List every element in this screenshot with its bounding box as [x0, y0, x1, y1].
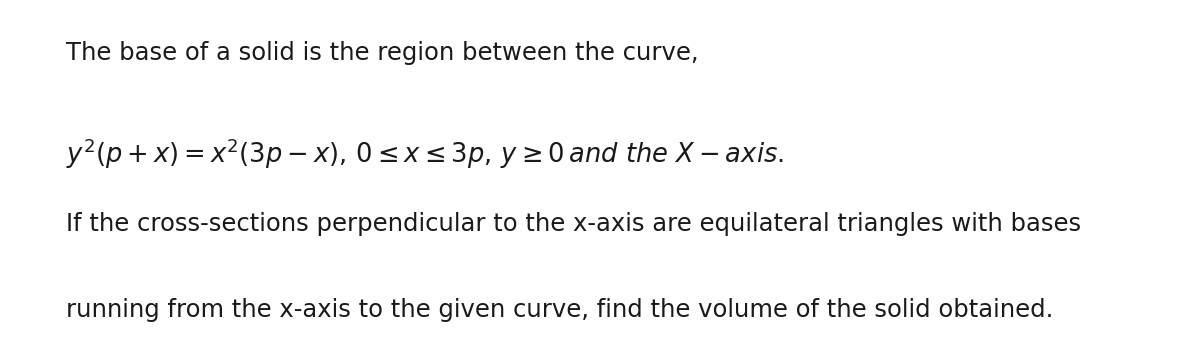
Text: running from the x-axis to the given curve, find the volume of the solid obtaine: running from the x-axis to the given cur…	[66, 298, 1054, 321]
Text: The base of a solid is the region between the curve,: The base of a solid is the region betwee…	[66, 41, 698, 65]
Text: If the cross-sections perpendicular to the x-axis are equilateral triangles with: If the cross-sections perpendicular to t…	[66, 212, 1081, 236]
Text: $y^2(p + x) = x^2(3p - x),\, 0 \leq x \leq 3p,\, y \geq 0\, \mathit{and\ the}\ X: $y^2(p + x) = x^2(3p - x),\, 0 \leq x \l…	[66, 137, 784, 171]
